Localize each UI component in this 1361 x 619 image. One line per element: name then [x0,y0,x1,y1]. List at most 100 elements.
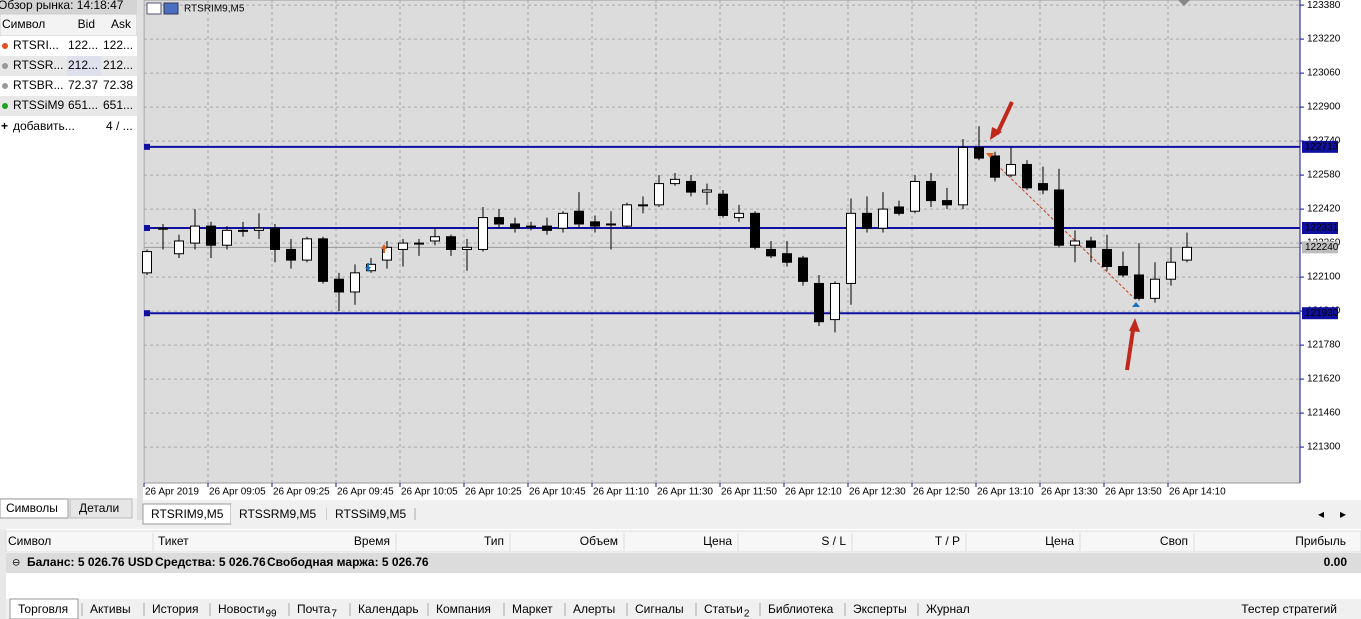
tab-details-label[interactable]: Детали [79,501,119,515]
column-header[interactable]: Цена [703,534,732,548]
candle-body-up [670,178,680,185]
y-tick-label: 122900 [1307,102,1341,113]
terminal-tab[interactable]: Эксперты [853,602,907,616]
candle-body-up [302,238,312,261]
tab-symbols-label[interactable]: Символы [6,501,58,515]
terminal-tab[interactable]: Почта [297,602,331,616]
candle-body-up [878,208,888,229]
level-label-bg [1302,140,1338,153]
chart-icon [163,2,179,15]
candle-body-up [606,223,616,226]
balance-row [6,553,1361,573]
buy-marker [1132,302,1140,307]
candle-body-down [1038,183,1048,191]
bid: 72.37 [68,78,98,92]
add-symbol[interactable]: добавить... [13,119,75,133]
candle-body-down [686,180,696,193]
chart-tab-label[interactable]: RTSSiM9,M5 [335,507,406,521]
level-handle[interactable] [144,225,150,232]
y-tick-label: 122420 [1307,204,1341,215]
chart-tab[interactable] [231,504,327,524]
x-tick-label: 26 Apr 12:30 [849,487,906,498]
market-row[interactable] [0,36,137,56]
col-bid: Bid [78,17,95,31]
column-header[interactable]: Тип [484,534,504,548]
terminal-tab[interactable]: Новости [218,602,264,616]
splitter[interactable] [137,0,143,520]
column-header[interactable]: Тикет [158,534,189,548]
collapse-icon[interactable]: ⊖ [12,558,20,569]
annotation-arrow-head [1129,318,1140,332]
candle-body-up [382,246,392,261]
terminal-tabs [6,599,1361,619]
level-handle[interactable] [144,310,150,317]
candle-body-up [158,227,168,230]
free-margin: Свободная маржа: 5 026.76 [267,555,429,569]
terminal-tab[interactable]: Активы [90,602,131,616]
terminal-tab[interactable]: Календарь [358,602,419,616]
candle-body-up [526,225,536,228]
chart-tab-label[interactable]: RTSSRM9,M5 [239,507,316,521]
candle-body-down [318,238,328,282]
strategy-tester-tab[interactable]: Тестер стратегий [1241,602,1337,616]
candle-body-down [750,212,760,248]
x-tick-label: 26 Apr 10:25 [465,487,522,498]
column-header[interactable]: S / L [821,534,846,548]
level-handle[interactable] [144,143,150,150]
column-header[interactable]: Символ [8,534,51,548]
tab-badge: 2 [744,609,750,619]
symbol-icon [2,43,8,49]
equity: Средства: 5 026.76 [155,555,266,569]
column-header[interactable]: Объем [580,534,618,548]
x-tick-label: 26 Apr 11:30 [657,487,713,498]
level-label: 122713 [1305,141,1339,152]
tab-details[interactable] [69,498,133,519]
terminal-tab[interactable]: Торговля [18,602,68,616]
y-tick-label: 121460 [1307,408,1341,419]
column-header[interactable]: T / P [935,534,960,548]
candle-body-up [638,204,648,207]
chart-tab-label[interactable]: RTSRIM9,M5 [151,507,224,521]
column-header[interactable]: Время [354,534,390,548]
active-tab [9,598,79,619]
scroll-left[interactable]: ◂ [1318,507,1324,521]
candle-body-up [254,227,264,231]
candle-body-up [558,212,568,229]
terminal-tab[interactable]: Статьи [704,602,743,616]
candle-body-up [734,212,744,219]
market-row[interactable] [0,96,137,116]
symbol-icon [2,83,8,89]
y-tick-label: 122580 [1307,170,1341,181]
candle-body-down [1022,163,1032,189]
x-tick-label: 26 Apr 13:30 [1041,487,1098,498]
terminal-tab[interactable]: Библиотека [768,602,834,616]
y-tick-label: 123060 [1307,68,1341,79]
terminal-tab[interactable]: Компания [436,602,491,616]
terminal-tab[interactable]: Алерты [573,602,615,616]
candle-body-down [894,206,904,214]
terminal-tab[interactable]: Маркет [512,602,553,616]
candle-body-down [270,227,280,250]
column-header[interactable]: Своп [1160,534,1188,548]
tab-symbols[interactable] [0,498,69,519]
terminal-tab[interactable]: Сигналы [635,602,684,616]
x-tick-label: 26 Apr 12:10 [785,487,842,498]
column-header[interactable]: Прибыль [1295,534,1346,548]
ask: 122... [103,38,133,52]
candle-body-down [574,210,584,225]
column-header[interactable]: Цена [1045,534,1074,548]
x-tick-label: 26 Apr 09:05 [209,487,266,498]
candle-body-down [1086,240,1096,248]
terminal-tab[interactable]: Журнал [926,602,970,616]
scroll-right[interactable]: ▸ [1340,507,1346,521]
last-price-label: 122240 [1305,242,1339,253]
candle-body-down [766,248,776,257]
terminal-tab[interactable]: История [152,602,199,616]
candle-body-up [1166,261,1176,280]
candle-body-up [350,272,360,293]
candle-body-up [1006,163,1016,176]
ask: 212... [103,58,133,72]
chart-tab[interactable] [327,504,415,524]
x-tick-label: 26 Apr 12:50 [913,487,970,498]
market-row[interactable] [0,76,137,96]
